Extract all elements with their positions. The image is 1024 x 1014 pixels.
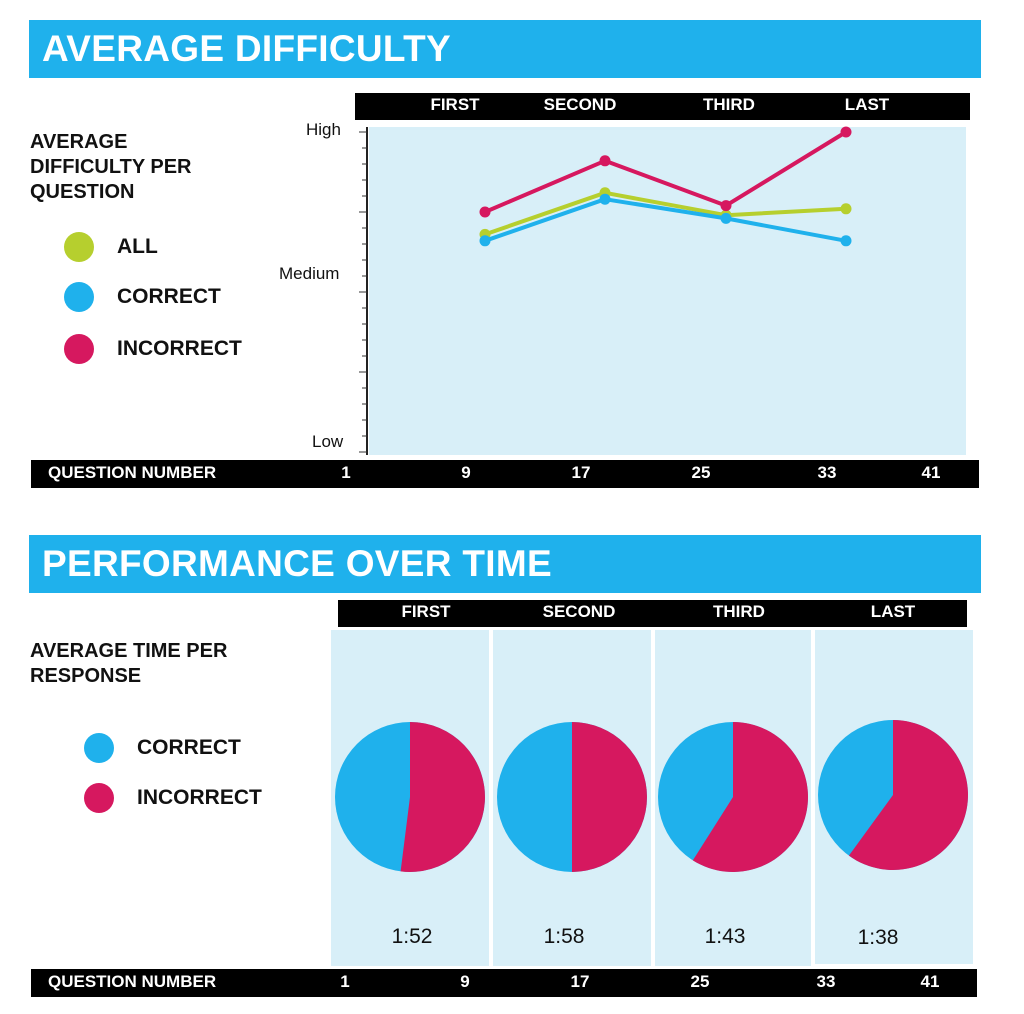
series-line-incorrect xyxy=(484,130,848,214)
x-tick: 33 xyxy=(817,463,837,482)
data-point-incorrect xyxy=(840,126,852,138)
x-tick: 1 xyxy=(341,463,351,482)
quarter-label: SECOND xyxy=(543,95,617,114)
y-tick-medium: Medium xyxy=(279,264,340,283)
pie-first xyxy=(335,722,485,872)
performance-side-title: AVERAGE TIME PER RESPONSE xyxy=(30,640,228,687)
question-number-label: QUESTION NUMBER xyxy=(48,463,217,482)
y-axis-ticks xyxy=(359,131,367,453)
performance-over-time-banner: PERFORMANCE OVER TIME xyxy=(29,535,981,593)
legend-label: CORRECT xyxy=(137,736,241,759)
pie-last xyxy=(818,720,968,871)
legend-label: CORRECT xyxy=(117,285,221,308)
x-tick: 25 xyxy=(690,972,710,991)
pie-third xyxy=(658,722,809,872)
plot-background xyxy=(369,127,966,455)
x-tick: 17 xyxy=(571,463,591,482)
x-tick: 9 xyxy=(460,972,470,991)
legend-dot-incorrect xyxy=(64,334,94,364)
x-tick: 33 xyxy=(816,972,836,991)
difficulty-side-title: AVERAGE DIFFICULTY PER QUESTION xyxy=(30,131,192,203)
data-point-correct xyxy=(840,235,852,247)
pie-slice-incorrect xyxy=(400,722,485,872)
legend-label: INCORRECT xyxy=(117,337,242,360)
legend-dot-all xyxy=(64,232,94,262)
pie-slice-incorrect xyxy=(572,722,647,872)
y-tick-high: High xyxy=(306,120,341,139)
x-tick: 1 xyxy=(340,972,350,991)
time-value-first: 1:52 xyxy=(391,925,433,948)
quarter-label: LAST xyxy=(844,95,890,114)
quarter-label: LAST xyxy=(870,602,916,621)
legend-dot-incorrect xyxy=(84,783,114,813)
question-number-axis-1: QUESTION NUMBER 1 9 17 25 33 41 xyxy=(31,460,979,488)
data-point-correct xyxy=(479,235,491,247)
time-value-last: 1:38 xyxy=(857,926,899,949)
data-point-incorrect xyxy=(479,206,491,218)
series-lines xyxy=(479,126,852,247)
data-point-all xyxy=(840,203,852,215)
x-tick: 41 xyxy=(921,463,941,482)
difficulty-quarter-header: FIRST SECOND THIRD LAST xyxy=(355,93,970,120)
difficulty-line-chart xyxy=(359,126,966,455)
pie-slice-incorrect xyxy=(692,722,809,872)
data-point-incorrect xyxy=(599,155,611,167)
average-difficulty-banner: AVERAGE DIFFICULTY xyxy=(29,20,981,78)
legend-dot-correct xyxy=(84,733,114,763)
legend-label: INCORRECT xyxy=(137,786,262,809)
question-number-label: QUESTION NUMBER xyxy=(48,972,217,991)
x-tick: 25 xyxy=(691,463,711,482)
x-tick: 17 xyxy=(570,972,590,991)
pie-second xyxy=(497,722,647,872)
time-value-third: 1:43 xyxy=(704,925,746,948)
x-tick: 9 xyxy=(461,463,471,482)
series-line-correct xyxy=(484,197,847,243)
performance-quarter-header: FIRST SECOND THIRD LAST xyxy=(338,600,967,627)
time-value-second: 1:58 xyxy=(543,925,585,948)
x-tick: 41 xyxy=(920,972,940,991)
question-number-axis-2: QUESTION NUMBER 1 9 17 25 33 41 xyxy=(31,969,977,997)
quarter-label: FIRST xyxy=(430,95,480,114)
pie-slice-incorrect xyxy=(848,720,968,871)
legend-dot-correct xyxy=(64,282,94,312)
data-point-correct xyxy=(599,193,611,205)
y-tick-low: Low xyxy=(312,432,344,451)
quarter-label: THIRD xyxy=(703,95,755,114)
quarter-label: FIRST xyxy=(401,602,451,621)
series-line-all xyxy=(484,190,847,237)
quarter-label: SECOND xyxy=(542,602,616,621)
data-point-correct xyxy=(720,212,732,224)
legend-label: ALL xyxy=(117,235,158,258)
data-point-incorrect xyxy=(720,200,732,212)
quarter-label: THIRD xyxy=(713,602,765,621)
